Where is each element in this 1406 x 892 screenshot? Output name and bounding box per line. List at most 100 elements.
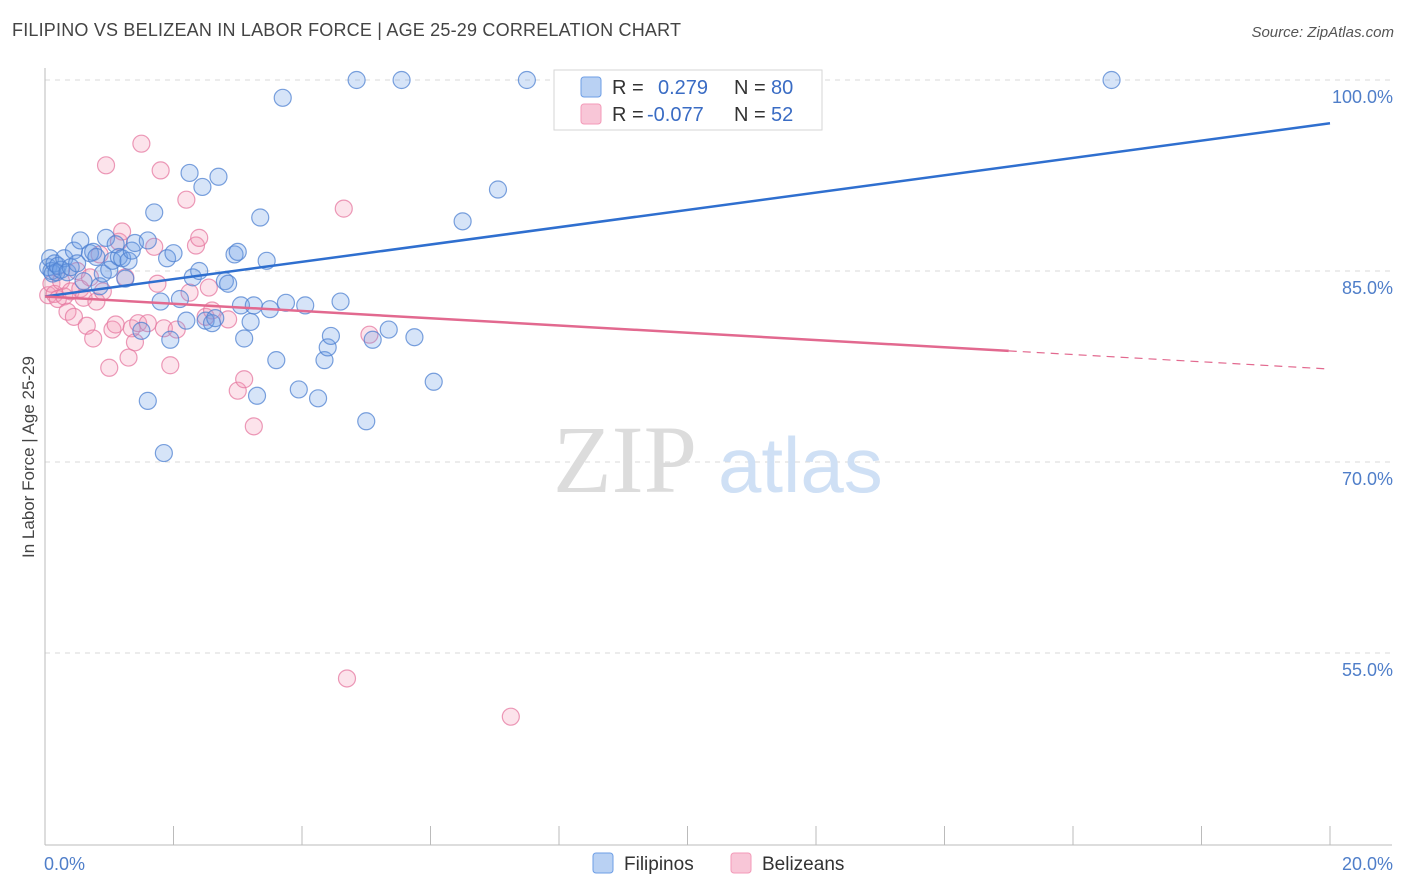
filipino-point-42	[193, 177, 212, 197]
filipino-point-36	[164, 244, 183, 263]
legend-n-value-1: 80	[771, 77, 793, 99]
belizean-trend-line-dashed	[1008, 350, 1331, 370]
belizean-point-51	[501, 707, 520, 726]
bottom-legend-swatch-belizeans	[730, 852, 752, 874]
belizean-point-29	[132, 134, 151, 153]
legend-r-label-1: R =	[612, 77, 644, 99]
source-label: Source: ZipAtlas.com	[1251, 24, 1394, 41]
filipino-point-66	[318, 338, 337, 357]
belizean-point-32	[148, 274, 167, 293]
filipino-point-50	[228, 242, 247, 261]
filipino-point-35	[161, 330, 180, 349]
filipino-point-17	[87, 247, 106, 267]
grid-layer	[45, 79, 1392, 654]
filipino-point-70	[357, 412, 376, 431]
belizean-point-37	[177, 190, 196, 209]
filipino-point-64	[308, 389, 328, 408]
filipino-point-31	[138, 231, 157, 250]
belizean-point-21	[106, 315, 125, 334]
watermark-atlas: atlas	[718, 421, 883, 509]
filipino-point-49	[225, 245, 244, 264]
y-tick-label-85: 85.0%	[1342, 278, 1393, 298]
trend-layer	[44, 122, 1331, 370]
filipino-point-63	[296, 296, 315, 315]
filipino-point-75	[424, 372, 443, 391]
filipino-point-20	[96, 228, 116, 247]
filipino-point-48	[219, 274, 238, 293]
filipino-point-26	[116, 269, 135, 288]
belizean-point-27	[125, 333, 145, 352]
legend-n-value-2: 52	[771, 104, 793, 126]
filipino-point-27	[119, 251, 138, 270]
axes-layer	[44, 68, 1392, 846]
filipino-point-46	[209, 167, 228, 186]
filipino-point-79	[1102, 70, 1121, 90]
filipino-point-14	[74, 272, 93, 291]
filipino-point-55	[247, 386, 267, 405]
filipino-point-16	[84, 242, 103, 261]
x-tick-label-min: 0.0%	[44, 854, 85, 874]
bottom-legend-filipinos: Filipinos	[624, 854, 694, 875]
legend-r-value-2: -0.077	[647, 104, 704, 126]
filipino-point-44	[202, 314, 222, 333]
belizean-point-18	[96, 156, 116, 175]
y-axis-title: In Labor Force | Age 25-29	[19, 356, 38, 558]
belizean-point-35	[161, 356, 180, 375]
y-tick-label-55: 55.0%	[1342, 660, 1393, 680]
points-layer	[39, 70, 1121, 726]
belizean-point-40	[190, 228, 209, 247]
filipino-point-74	[405, 328, 424, 347]
legend-r-value-1: 0.279	[658, 77, 708, 99]
filipino-point-45	[206, 309, 225, 328]
belizean-point-38	[180, 283, 199, 302]
filipino-point-60	[273, 88, 292, 107]
belizean-point-45	[228, 381, 247, 400]
legend-n-label-1: N =	[734, 77, 766, 99]
legend-n-label-2: N =	[734, 104, 766, 126]
filipino-point-59	[267, 351, 286, 370]
labels-layer: 55.0% 70.0% 85.0% 100.0% 0.0% 20.0% In Labor F…	[19, 87, 1393, 874]
belizean-point-46	[235, 370, 254, 389]
bottom-legend-swatch-filipinos	[592, 852, 614, 874]
belizean-point-14	[84, 329, 103, 348]
filipino-point-38	[177, 311, 196, 330]
filipino-point-67	[321, 326, 341, 346]
filipino-point-73	[392, 70, 411, 90]
filipino-point-61	[276, 293, 296, 312]
filipino-point-12	[68, 254, 87, 273]
belizean-point-20	[103, 320, 122, 339]
filipino-point-54	[244, 296, 263, 315]
watermark-zip: ZIP	[553, 406, 697, 513]
belizean-point-15	[87, 292, 106, 311]
belizean-point-34	[154, 319, 173, 338]
belizean-point-42	[199, 278, 218, 297]
x-tick-label-max: 20.0%	[1342, 854, 1393, 874]
belizean-point-49	[337, 669, 357, 688]
filipino-point-77	[488, 180, 508, 199]
filipino-point-72	[379, 320, 398, 339]
filipino-point-13	[71, 231, 90, 250]
filipino-point-69	[347, 70, 366, 90]
bottom-legend: Filipinos Belizeans	[592, 852, 844, 875]
filipino-point-81	[154, 443, 173, 463]
belizean-point-33	[151, 161, 170, 180]
bottom-legend-belizeans: Belizeans	[762, 854, 844, 875]
legend-swatch-belizeans	[580, 103, 602, 125]
filipino-point-56	[251, 208, 270, 227]
filipino-point-78	[517, 70, 536, 90]
legend-box: R = 0.279 N = 80 R = -0.077 N = 52	[553, 69, 823, 131]
legend-r-label-2: R =	[612, 104, 644, 126]
filipino-point-52	[235, 329, 254, 348]
belizean-point-30	[138, 314, 157, 333]
filipino-point-71	[363, 330, 382, 349]
y-tick-label-100: 100.0%	[1332, 87, 1393, 107]
belizean-point-8	[64, 307, 84, 326]
filipino-point-30	[132, 321, 151, 340]
chart-title: FILIPINO VS BELIZEAN IN LABOR FORCE | AG…	[12, 20, 682, 40]
belizean-point-48	[334, 199, 353, 218]
legend-swatch-filipinos	[580, 76, 602, 98]
filipino-point-76	[453, 212, 472, 231]
filipino-trend-line	[44, 122, 1331, 298]
filipino-point-80	[138, 391, 157, 410]
